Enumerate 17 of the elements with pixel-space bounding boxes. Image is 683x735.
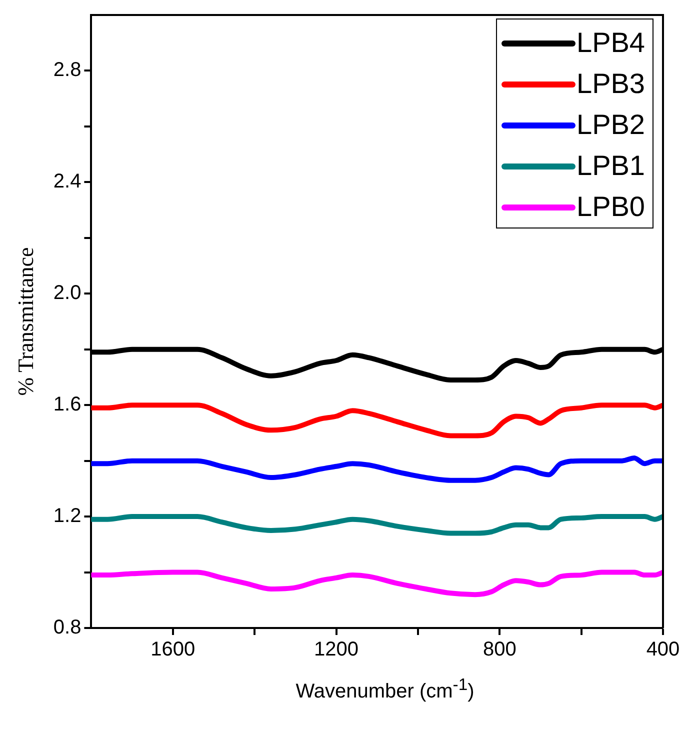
y-tick-label: 2.0 [53, 282, 82, 304]
x-tick-label: 1200 [314, 638, 359, 661]
y-tick-label: 1.6 [53, 394, 82, 416]
y-tick-label: 1.2 [53, 505, 82, 528]
legend-label: LPB4 [576, 27, 646, 58]
x-tick-label: 1600 [150, 638, 196, 661]
legend-label: LPB2 [576, 109, 646, 140]
x-tick-label: 400 [646, 638, 680, 661]
y-tick-label: 0.8 [53, 616, 82, 639]
legend-label: LPB1 [576, 150, 646, 182]
x-tick-label: 800 [482, 638, 516, 661]
y-tick-label: 2.4 [53, 170, 82, 193]
y-tick-label: 2.8 [53, 59, 82, 82]
legend-label: LPB3 [576, 68, 646, 100]
y-axis-title: % Transmittance [12, 247, 38, 396]
legend-label: LPB0 [576, 191, 646, 222]
x-axis-title: Wavenumber (cm$^{-1}$) [294, 675, 476, 704]
